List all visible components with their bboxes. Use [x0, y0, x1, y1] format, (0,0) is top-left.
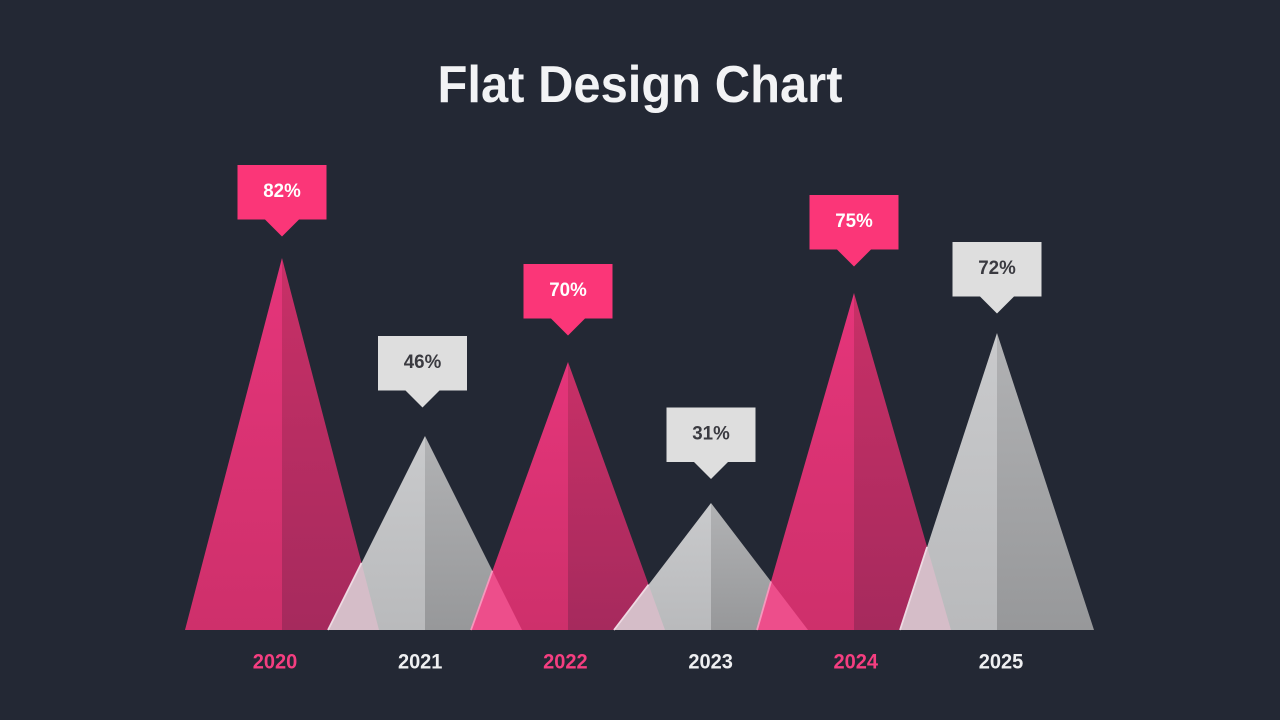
svg-text:2024: 2024 — [834, 651, 879, 674]
svg-text:82%: 82% — [263, 180, 301, 202]
svg-text:46%: 46% — [404, 351, 442, 373]
svg-text:2021: 2021 — [398, 651, 443, 674]
svg-text:Flat Design Chart: Flat Design Chart — [438, 55, 843, 113]
svg-text:2022: 2022 — [543, 651, 588, 674]
svg-text:72%: 72% — [978, 257, 1016, 279]
svg-text:75%: 75% — [835, 210, 873, 232]
svg-text:2023: 2023 — [688, 651, 733, 674]
svg-text:2020: 2020 — [253, 651, 298, 674]
svg-text:31%: 31% — [692, 423, 730, 445]
svg-text:70%: 70% — [549, 279, 587, 301]
svg-text:2025: 2025 — [979, 651, 1024, 674]
